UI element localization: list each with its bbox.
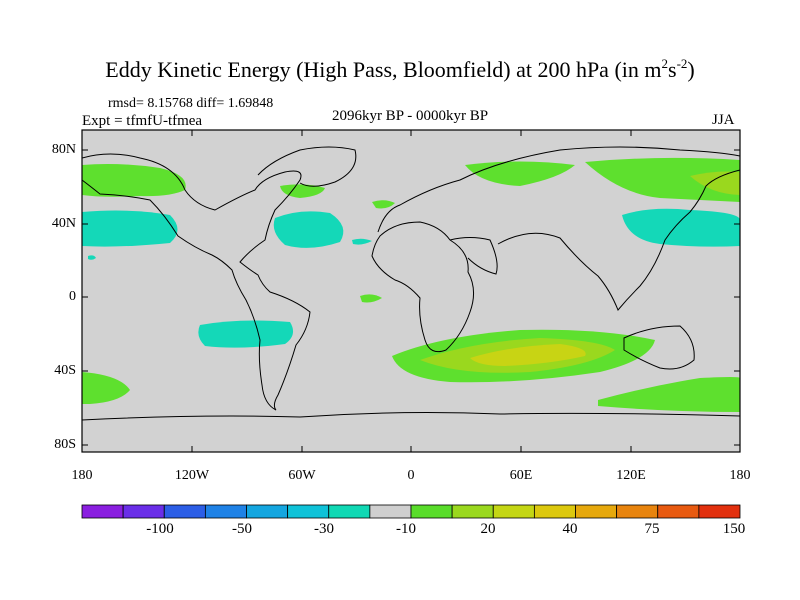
colorbar-label: -30 bbox=[314, 521, 334, 537]
positive-anomaly-region bbox=[82, 164, 186, 197]
y-tick-label: 0 bbox=[69, 289, 76, 304]
map-field bbox=[82, 130, 740, 452]
positive-anomaly-region bbox=[465, 161, 575, 186]
colorbar-swatch bbox=[698, 504, 741, 519]
colorbar-label: 40 bbox=[562, 521, 578, 537]
positive-anomaly-region bbox=[372, 200, 395, 209]
positive-anomaly-core bbox=[690, 171, 740, 195]
colorbar-label: 75 bbox=[644, 521, 660, 537]
x-tick-label: 180 bbox=[71, 468, 93, 483]
positive-anomaly-region bbox=[598, 377, 740, 412]
y-tick-label: 40N bbox=[51, 216, 76, 231]
colorbar-swatch bbox=[616, 504, 659, 519]
colorbar-swatch bbox=[451, 504, 494, 519]
colorbar-swatch bbox=[369, 504, 412, 519]
colorbar-label: -100 bbox=[146, 521, 174, 537]
plot-title: Eddy Kinetic Energy (High Pass, Bloomfie… bbox=[105, 56, 695, 82]
positive-anomaly-region bbox=[280, 184, 325, 198]
colorbar-swatch bbox=[492, 504, 535, 519]
colorbar-label: -10 bbox=[396, 521, 416, 537]
colorbar-swatch bbox=[246, 504, 289, 519]
y-tick-label: 40S bbox=[54, 363, 76, 378]
colorbar-swatch bbox=[575, 504, 618, 519]
x-tick-label: 60E bbox=[509, 468, 533, 483]
negative-anomaly-region bbox=[88, 255, 96, 260]
colorbar-swatch bbox=[204, 504, 247, 519]
colorbar-swatch bbox=[81, 504, 124, 519]
period-label: 2096kyr BP - 0000kyr BP bbox=[331, 108, 489, 124]
colorbar-swatch bbox=[287, 504, 330, 519]
coastlines bbox=[82, 146, 740, 421]
negative-anomaly-region bbox=[352, 238, 372, 245]
colorbar-label: -50 bbox=[232, 521, 252, 537]
experiment-label: Expt = tfmfU-tfmea bbox=[82, 113, 203, 129]
x-tick-label: 0 bbox=[407, 468, 415, 483]
season-label: JJA bbox=[712, 112, 735, 128]
colorbar-swatch bbox=[533, 504, 576, 519]
x-tick-label: 120W bbox=[174, 468, 210, 483]
colorbar-label: 20 bbox=[480, 521, 496, 537]
positive-anomaly-peak bbox=[470, 344, 586, 366]
tick-marks bbox=[82, 130, 740, 452]
x-tick-label: 60W bbox=[288, 468, 316, 483]
colorbar-label: 150 bbox=[722, 521, 746, 537]
positive-anomaly-region bbox=[82, 372, 130, 404]
colorbar-swatch bbox=[328, 504, 371, 519]
y-tick-label: 80S bbox=[54, 437, 76, 452]
positive-anomaly-region bbox=[585, 157, 740, 202]
negative-anomaly-region bbox=[82, 210, 178, 247]
stats-label: rmsd= 8.15768 diff= 1.69848 bbox=[108, 96, 274, 111]
negative-anomaly-region bbox=[622, 208, 740, 247]
negative-anomaly-region bbox=[198, 320, 294, 348]
colorbar-swatch bbox=[657, 504, 700, 519]
colorbar-swatch bbox=[122, 504, 165, 519]
x-tick-label: 180 bbox=[729, 468, 751, 483]
y-tick-label: 80N bbox=[51, 142, 76, 157]
x-tick-label: 120E bbox=[616, 468, 646, 483]
positive-anomaly-region bbox=[360, 294, 382, 303]
colorbar bbox=[81, 504, 741, 519]
colorbar-swatch bbox=[410, 504, 453, 519]
colorbar-swatch bbox=[163, 504, 206, 519]
negative-anomaly-region bbox=[273, 211, 344, 248]
